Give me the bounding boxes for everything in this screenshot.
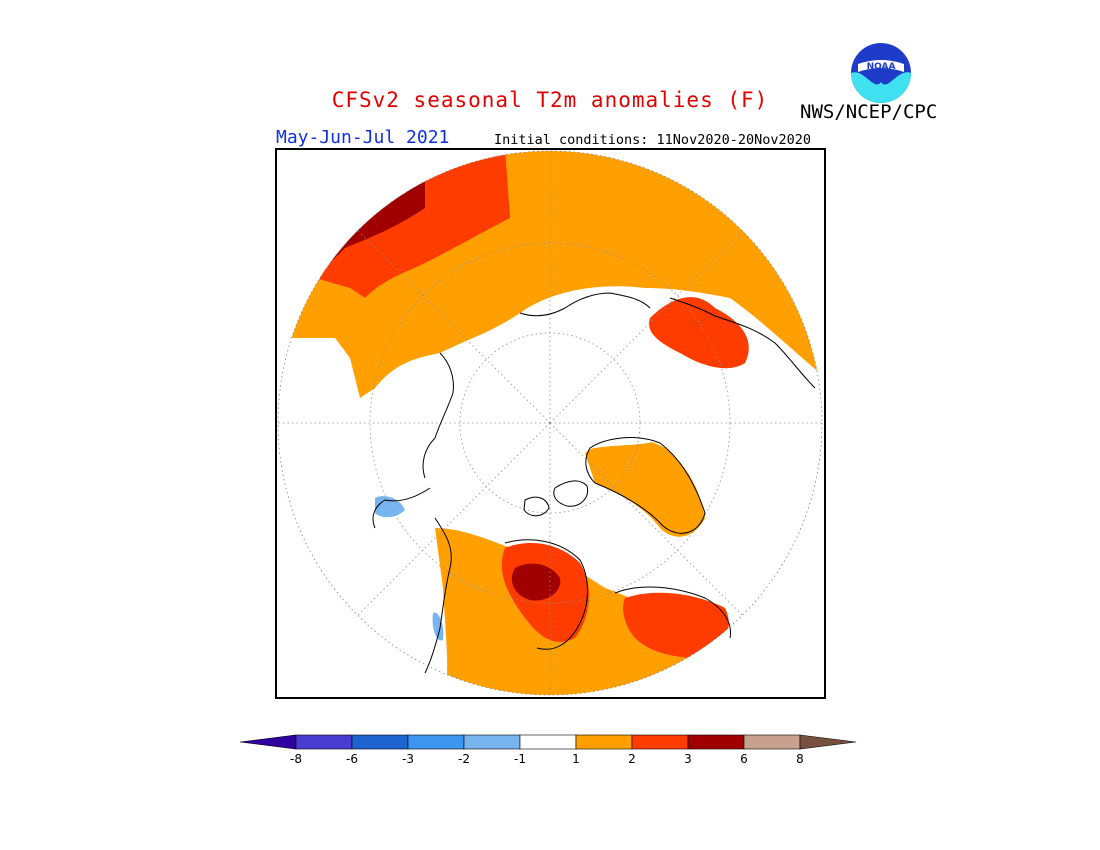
colorbar-tick-label: -6 <box>346 752 358 766</box>
polar-map <box>275 148 826 699</box>
agency-label: NWS/NCEP/CPC <box>800 101 938 123</box>
colorbar-tick-label: -8 <box>290 752 302 766</box>
colorbar-box <box>743 734 801 750</box>
noaa-logo: NOAA <box>851 43 911 103</box>
anomaly-region-canada-3to6 <box>511 563 561 601</box>
colorbar-tick-label: 8 <box>796 752 804 766</box>
colorbar-box <box>351 734 409 750</box>
anomaly-region-greenland-1to2 <box>585 438 705 537</box>
anomaly-region-ne-siberia-2to3 <box>649 297 749 369</box>
colorbar-tick-label: 1 <box>572 752 580 766</box>
noaa-logo-text: NOAA <box>867 62 896 72</box>
anomaly-region-bc-cool <box>432 612 444 641</box>
map-title: CFSv2 seasonal T2m anomalies (F) <box>331 88 769 112</box>
colorbar: -8 -6 -3 -2 -1 1 2 3 6 8 <box>239 734 857 766</box>
colorbar-box <box>575 734 633 750</box>
anomaly-region-quebec-2to3 <box>623 592 729 658</box>
coastlines <box>372 292 816 674</box>
colorbar-box <box>519 734 577 750</box>
initial-conditions-label: Initial conditions: 11Nov2020-20Nov2020 <box>494 132 811 148</box>
colorbar-tick-label: 3 <box>684 752 692 766</box>
colorbar-tick-label: -2 <box>458 752 470 766</box>
colorbar-tick-label: 2 <box>628 752 636 766</box>
colorbar-box <box>407 734 465 750</box>
colorbar-box <box>687 734 745 750</box>
colorbar-box <box>463 734 521 750</box>
arctic-ocean <box>418 325 674 504</box>
anomaly-fields <box>278 151 822 695</box>
colorbar-box <box>631 734 689 750</box>
colorbar-box <box>295 734 353 750</box>
colorbar-tick-label: 6 <box>740 752 748 766</box>
colorbar-tick-label: -1 <box>514 752 526 766</box>
colorbar-tick-label: -3 <box>402 752 414 766</box>
colorbar-arrow-low <box>239 734 297 750</box>
colorbar-arrow-high <box>799 734 857 750</box>
graticule <box>278 151 822 695</box>
season-label: May-Jun-Jul 2021 <box>276 127 450 148</box>
